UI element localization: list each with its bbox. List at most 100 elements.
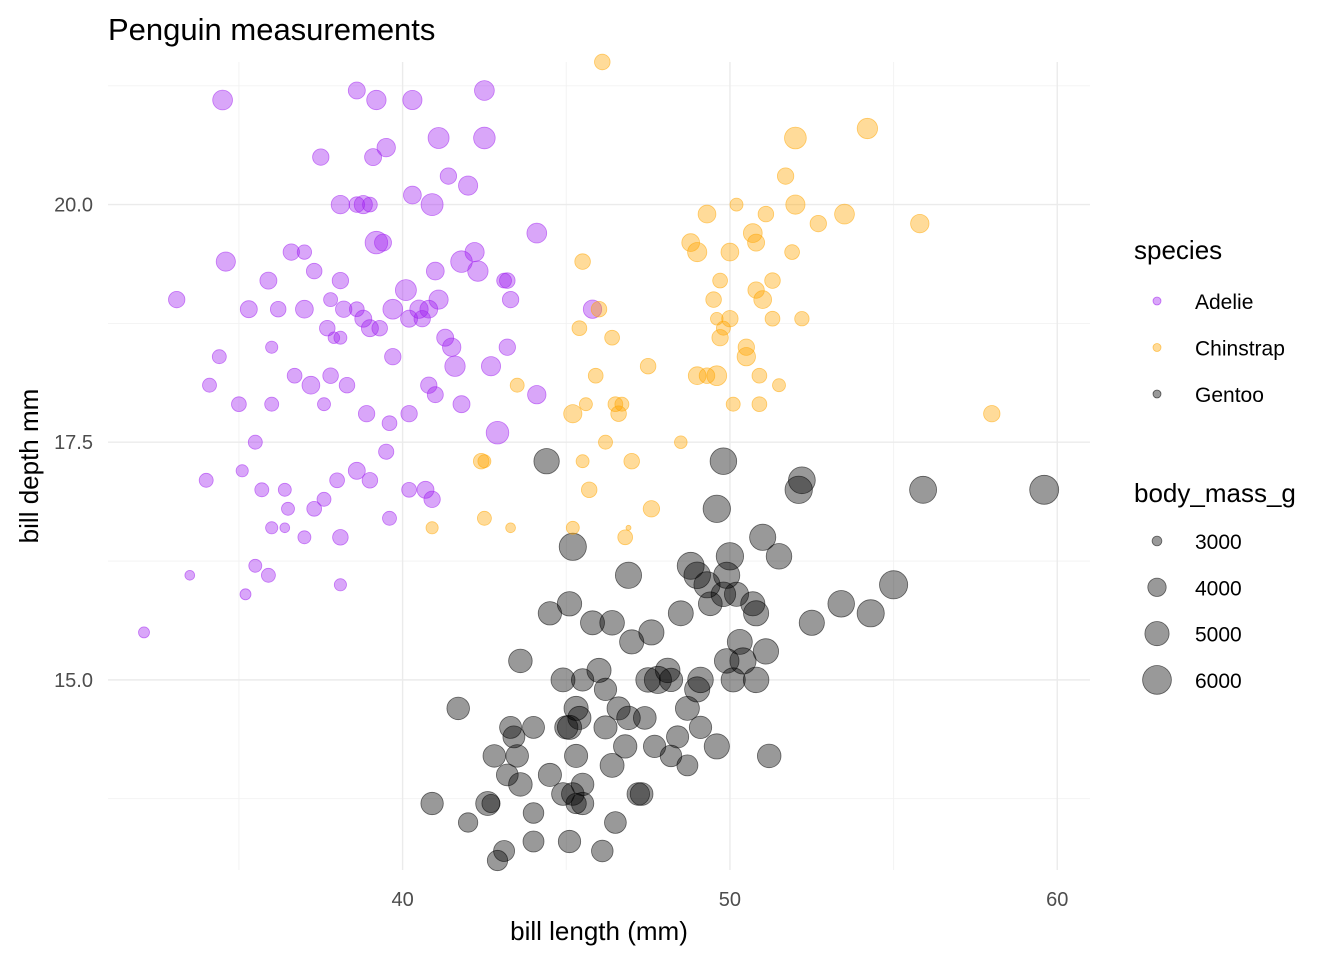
data-point-adelie (329, 472, 345, 489)
legend-body-mass-title: body_mass_g (1134, 478, 1296, 508)
data-point-gentoo (909, 475, 937, 504)
data-point-gentoo (570, 668, 595, 692)
data-point-gentoo (606, 696, 631, 721)
data-point-adelie (317, 397, 331, 412)
data-point-gentoo (726, 629, 753, 655)
data-point-adelie (374, 233, 392, 252)
legend-label-chinstrap: Chinstrap (1195, 338, 1285, 361)
data-point-chinstrap (751, 367, 768, 384)
data-point-chinstrap (579, 397, 593, 412)
data-point-adelie (458, 175, 479, 196)
data-point-gentoo (703, 733, 730, 760)
data-point-gentoo (827, 590, 855, 618)
data-point-chinstrap (571, 320, 588, 337)
data-point-gentoo (765, 543, 793, 570)
data-point-chinstrap (747, 281, 765, 299)
data-point-adelie (184, 569, 196, 581)
data-point-adelie (409, 299, 429, 319)
data-point-adelie (270, 301, 287, 318)
data-point-chinstrap (711, 329, 729, 347)
data-point-adelie (281, 501, 295, 516)
legend-label-gentoo: Gentoo (1195, 384, 1264, 407)
data-point-adelie (354, 309, 373, 328)
data-point-gentoo (713, 561, 741, 589)
legend-key-gentoo (1152, 389, 1162, 399)
data-point-adelie (347, 461, 366, 480)
data-point-adelie (420, 376, 438, 394)
data-point-chinstrap (687, 242, 708, 263)
data-point-adelie (306, 500, 323, 517)
data-point-gentoo (522, 830, 545, 853)
data-point-adelie (231, 396, 247, 413)
x-tick-label: 60 (1046, 889, 1068, 911)
data-point-gentoo (567, 705, 592, 730)
data-point-chinstrap (674, 435, 688, 449)
data-point-gentoo (570, 791, 595, 816)
data-point-gentoo (502, 725, 526, 749)
data-point-adelie (474, 80, 495, 101)
data-point-chinstrap (706, 365, 728, 387)
data-point-chinstrap (751, 396, 768, 413)
data-point-chinstrap (784, 244, 800, 260)
data-point-adelie (426, 386, 444, 404)
data-point-adelie (582, 299, 603, 319)
data-point-gentoo (742, 666, 770, 694)
data-point-chinstrap (794, 311, 810, 327)
data-point-chinstrap (614, 396, 630, 412)
data-point-chinstrap (910, 214, 930, 234)
data-point-chinstrap (565, 520, 580, 535)
data-point-adelie (403, 185, 422, 205)
data-point-adelie (259, 271, 278, 290)
data-point-adelie (338, 377, 356, 394)
data-point-adelie (428, 289, 449, 310)
x-axis-title: bill length (mm) (510, 916, 688, 946)
data-point-gentoo (687, 666, 714, 694)
data-point-gentoo (697, 591, 723, 617)
data-point-adelie (357, 405, 376, 423)
data-point-gentoo (798, 609, 825, 636)
data-point-gentoo (499, 716, 523, 739)
data-point-chinstrap (604, 329, 620, 346)
data-point-adelie (394, 279, 417, 302)
data-point-adelie (381, 415, 398, 432)
legend-size-label: 5000 (1195, 624, 1242, 647)
data-point-adelie (265, 521, 279, 535)
legend-size-key (1144, 621, 1170, 647)
x-tick-label: 40 (391, 889, 413, 911)
data-point-adelie (419, 299, 439, 319)
data-point-gentoo (629, 782, 654, 806)
x-tick-label: 50 (719, 889, 741, 911)
data-point-adelie (239, 300, 258, 319)
data-point-adelie (295, 299, 314, 319)
data-point-gentoo (550, 667, 576, 693)
data-point-chinstrap (476, 510, 492, 526)
data-point-gentoo (593, 715, 618, 740)
data-point-gentoo (557, 829, 582, 854)
data-point-adelie (254, 482, 270, 498)
data-point-chinstrap (772, 378, 786, 393)
data-point-gentoo (554, 715, 579, 740)
data-point-adelie (333, 330, 348, 345)
legend-species: species Adelie Chinstrap Gentoo (1134, 235, 1285, 407)
data-point-adelie (138, 626, 150, 639)
data-point-adelie (444, 355, 466, 377)
data-point-chinstrap (563, 404, 583, 424)
data-point-chinstrap (712, 272, 728, 289)
data-point-chinstrap (623, 453, 640, 470)
data-point-gentoo (784, 475, 813, 504)
data-point-adelie (331, 271, 349, 290)
data-point-adelie (282, 243, 300, 261)
data-point-adelie (485, 421, 510, 445)
data-point-gentoo (749, 523, 777, 551)
chart-title: Penguin measurements (108, 12, 435, 47)
data-point-gentoo (667, 600, 694, 627)
data-point-gentoo (482, 744, 507, 768)
data-point-adelie (327, 331, 341, 344)
data-point-adelie (347, 81, 366, 100)
data-point-chinstrap (736, 347, 756, 367)
data-point-chinstrap (687, 366, 707, 386)
data-point-adelie (353, 195, 373, 215)
legend-size-key (1151, 535, 1163, 547)
data-point-chinstrap (425, 521, 439, 535)
